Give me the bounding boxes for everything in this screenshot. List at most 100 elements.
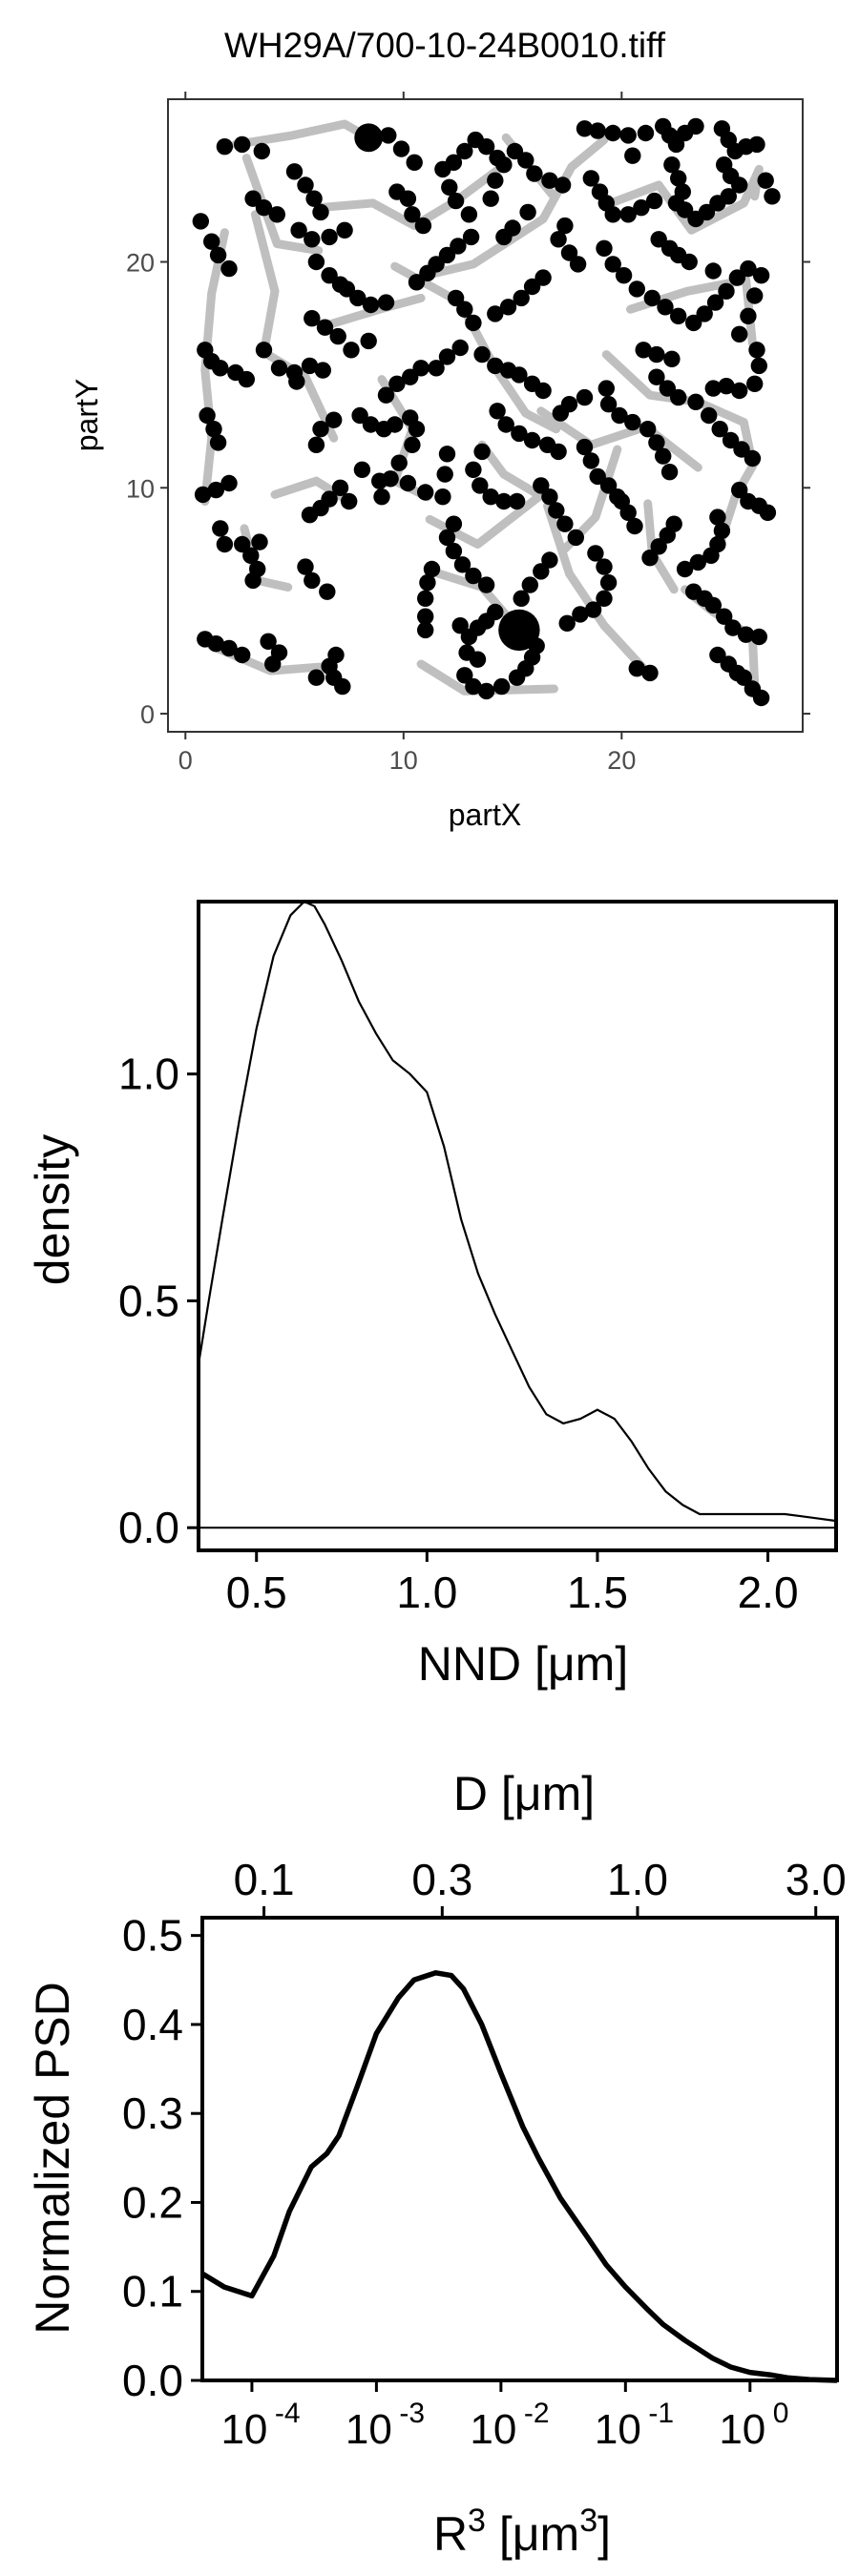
particle [351, 406, 368, 425]
particle [417, 590, 434, 607]
particle [709, 646, 726, 664]
particle [399, 474, 417, 492]
density-y-tick-label: 0.0 [118, 1503, 179, 1552]
network-x-tick-label: 20 [607, 746, 636, 775]
psd-x-tick-exponent: -1 [648, 2398, 674, 2429]
particle [297, 558, 314, 575]
particle [696, 305, 713, 322]
particle [438, 529, 456, 547]
particle [423, 560, 441, 578]
network-y-tick-label: 10 [126, 474, 155, 503]
psd-top-axis-label: D [μm] [453, 1767, 595, 1820]
psd-x-tick-exponent: -4 [275, 2398, 301, 2429]
particle [329, 327, 346, 345]
particle [659, 527, 676, 544]
particle [414, 217, 432, 235]
psd-x-ticks: 10 -4 10 -3 10 -2 10 -1 10 0 [220, 2380, 788, 2453]
particle [264, 655, 282, 673]
particle [711, 421, 728, 438]
particle [752, 267, 770, 284]
particle [220, 639, 238, 657]
particle [728, 269, 746, 286]
particle [604, 206, 621, 223]
network-x-tick-label: 0 [178, 746, 193, 775]
particle [234, 135, 251, 154]
particle [746, 287, 764, 304]
particle [268, 206, 285, 223]
particle [619, 206, 637, 223]
particle [599, 396, 618, 413]
particle [596, 239, 613, 257]
particle [628, 660, 645, 677]
particle [495, 228, 513, 246]
particle [663, 350, 681, 367]
psd-x-label-unit-sup: 3 [579, 2503, 597, 2539]
particle [681, 253, 698, 271]
psd-top-x-tick-label: 0.3 [411, 1855, 472, 1904]
particle [597, 380, 615, 397]
large-particle [498, 609, 540, 652]
particle [445, 154, 463, 171]
particle [596, 590, 613, 607]
particle [297, 177, 314, 194]
particle [438, 446, 456, 463]
particle [517, 152, 534, 169]
particle [321, 228, 338, 246]
particle [685, 314, 702, 332]
particle [244, 190, 262, 207]
particle [670, 388, 687, 406]
particle [441, 178, 458, 196]
particle [327, 646, 345, 664]
particle [406, 154, 423, 171]
particle [419, 574, 436, 592]
particle [541, 172, 558, 189]
network-link [314, 162, 507, 231]
psd-x-tick-exponent: 0 [773, 2398, 789, 2429]
particle [619, 504, 637, 521]
particle [305, 190, 323, 207]
particle [428, 360, 445, 377]
particle [554, 177, 572, 194]
particle [648, 345, 665, 364]
particle [325, 411, 343, 428]
psd-top-x-tick-label: 3.0 [786, 1855, 847, 1904]
particle [701, 406, 718, 425]
particle [408, 421, 426, 438]
particle [482, 488, 499, 506]
particle [569, 256, 587, 273]
particle [513, 289, 530, 307]
large-particle [354, 123, 384, 153]
particle [611, 406, 628, 425]
network-link [543, 501, 650, 675]
particle [453, 556, 471, 573]
particle [541, 551, 558, 569]
network-link [536, 406, 702, 472]
particle [477, 576, 495, 593]
particle [633, 199, 650, 217]
density-x-tick-label: 1.0 [396, 1568, 457, 1617]
particle [596, 558, 613, 575]
particle [331, 479, 349, 496]
particle [548, 502, 565, 519]
network-link [241, 154, 324, 256]
particle [667, 135, 685, 154]
particle [604, 256, 621, 273]
particle [417, 621, 434, 639]
particle [285, 364, 304, 382]
particle [451, 617, 469, 634]
particle [750, 357, 767, 375]
particle [377, 386, 395, 404]
particle [759, 504, 777, 521]
particle [349, 289, 367, 307]
particle [670, 307, 687, 324]
density-x-tick-label: 0.5 [226, 1568, 287, 1617]
particle [560, 244, 578, 261]
particle [438, 348, 456, 365]
particle [216, 535, 234, 553]
psd-y-tick-label: 0.2 [122, 2177, 183, 2227]
particle [216, 138, 234, 156]
particle [434, 488, 451, 506]
particle [456, 301, 473, 318]
particle [728, 664, 746, 682]
particle [556, 515, 574, 532]
